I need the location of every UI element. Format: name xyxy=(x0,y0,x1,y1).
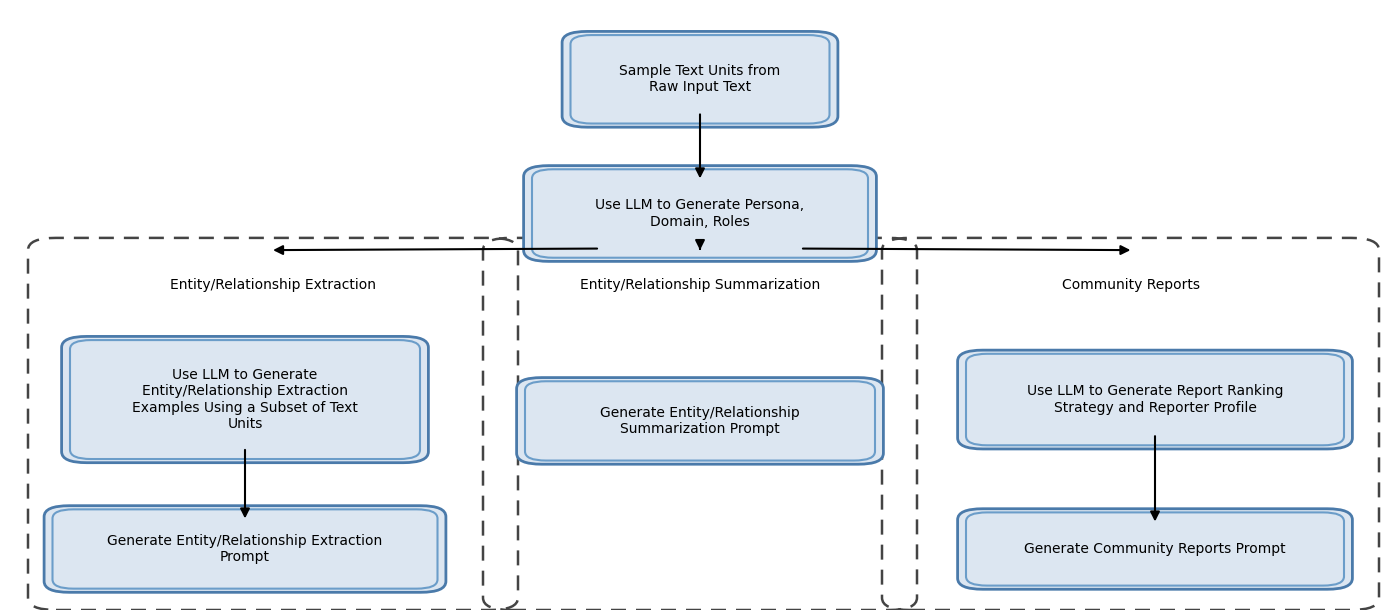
FancyBboxPatch shape xyxy=(532,169,868,257)
Text: Generate Entity/Relationship
Summarization Prompt: Generate Entity/Relationship Summarizati… xyxy=(601,406,799,436)
FancyBboxPatch shape xyxy=(571,35,829,123)
Text: Use LLM to Generate Persona,
Domain, Roles: Use LLM to Generate Persona, Domain, Rol… xyxy=(595,198,805,229)
Text: Use LLM to Generate Report Ranking
Strategy and Reporter Profile: Use LLM to Generate Report Ranking Strat… xyxy=(1026,384,1284,415)
FancyBboxPatch shape xyxy=(966,354,1344,445)
FancyBboxPatch shape xyxy=(966,354,1352,450)
Text: Sample Text Units from
Raw Input Text: Sample Text Units from Raw Input Text xyxy=(619,64,781,95)
FancyBboxPatch shape xyxy=(561,31,837,127)
FancyBboxPatch shape xyxy=(958,509,1352,589)
FancyBboxPatch shape xyxy=(52,509,437,589)
FancyBboxPatch shape xyxy=(62,337,428,463)
FancyBboxPatch shape xyxy=(571,35,837,128)
Text: Entity/Relationship Extraction: Entity/Relationship Extraction xyxy=(169,278,377,292)
FancyBboxPatch shape xyxy=(966,513,1352,590)
Text: Entity/Relationship Summarization: Entity/Relationship Summarization xyxy=(580,278,820,292)
FancyBboxPatch shape xyxy=(70,340,420,459)
Text: Generate Entity/Relationship Extraction
Prompt: Generate Entity/Relationship Extraction … xyxy=(108,534,382,564)
FancyBboxPatch shape xyxy=(524,165,876,261)
Text: Community Reports: Community Reports xyxy=(1061,278,1200,292)
FancyBboxPatch shape xyxy=(532,170,876,262)
FancyBboxPatch shape xyxy=(70,340,428,464)
FancyBboxPatch shape xyxy=(966,512,1344,586)
FancyBboxPatch shape xyxy=(525,381,875,461)
Text: Use LLM to Generate
Entity/Relationship Extraction
Examples Using a Subset of Te: Use LLM to Generate Entity/Relationship … xyxy=(132,368,358,431)
FancyBboxPatch shape xyxy=(525,382,883,465)
FancyBboxPatch shape xyxy=(958,350,1352,449)
FancyBboxPatch shape xyxy=(52,510,445,593)
FancyBboxPatch shape xyxy=(43,506,445,592)
Text: Generate Community Reports Prompt: Generate Community Reports Prompt xyxy=(1025,542,1285,556)
FancyBboxPatch shape xyxy=(517,378,883,464)
